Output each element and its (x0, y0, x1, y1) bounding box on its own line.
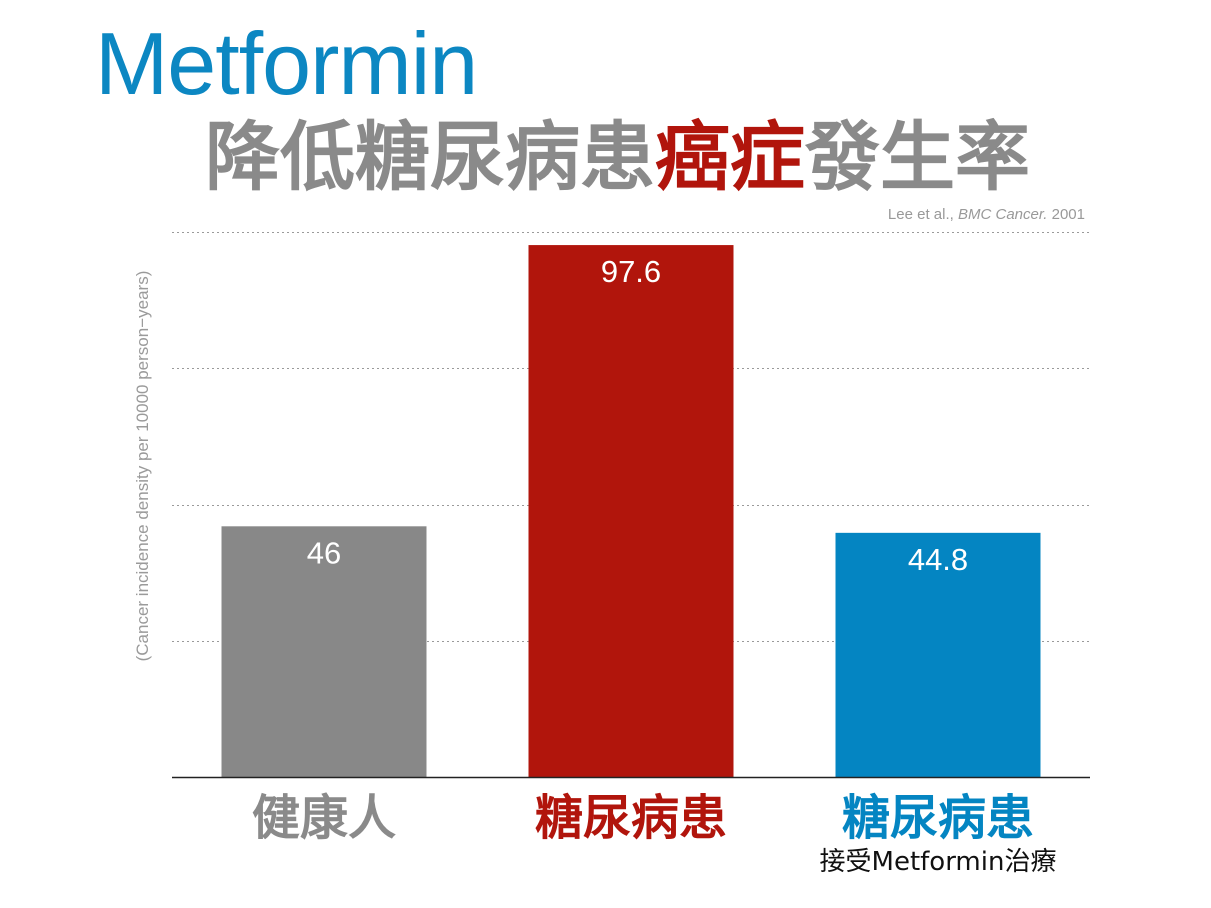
subtitle-part-1: 降低糖尿病患 (205, 113, 656, 201)
subtitle-part-2: 癌症 (655, 113, 806, 201)
category-label-1: 健康人 (251, 790, 396, 846)
category-label-2: 糖尿病患 (534, 790, 727, 846)
citation-authors: Lee et al., (887, 206, 958, 223)
category-label-3: 糖尿病患 (841, 790, 1034, 846)
bar-value-label-3: 44.8 (908, 542, 968, 577)
citation: Lee et al., BMC Cancer. 2001 (888, 206, 1085, 223)
bar-value-label-2: 97.6 (601, 254, 661, 289)
subtitle-part-3: 發生率 (805, 113, 1031, 201)
bar-2 (528, 245, 734, 777)
citation-year: 2001 (1047, 206, 1085, 223)
chart-title: Metformin (95, 14, 478, 113)
bar-3 (835, 532, 1041, 777)
citation-journal: BMC Cancer. (957, 206, 1048, 223)
bar-1 (221, 526, 427, 777)
category-note-3: 接受Metformin治療 (819, 847, 1057, 877)
chart-subtitle: 降低糖尿病患癌症發生率 (205, 112, 1030, 202)
bar-value-label-1: 46 (307, 535, 341, 570)
